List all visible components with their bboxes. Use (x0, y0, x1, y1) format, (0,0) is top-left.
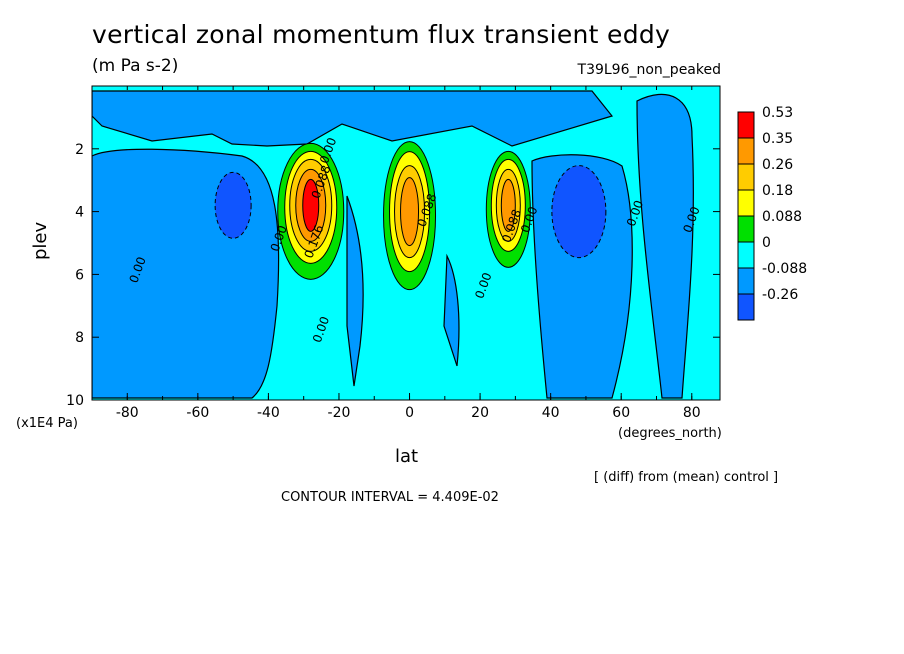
negative-region-eq-left (346, 195, 364, 387)
y-tick-label: 6 (75, 267, 84, 283)
colorbar-label: 0.26 (762, 157, 793, 173)
colorbar-swatch (737, 241, 755, 269)
y-axis-label: plev (30, 221, 51, 260)
x-tick-label: 40 (542, 405, 560, 421)
jet-eq-ring-3 (400, 177, 420, 247)
y-tick-label: 10 (66, 393, 84, 409)
x-axis-label: lat (395, 446, 419, 467)
negative-region-eq-right (443, 253, 460, 367)
run-name: T39L96_non_peaked (577, 62, 721, 78)
y-axis-unit: (x1E4 Pa) (16, 416, 78, 431)
diff-note: [ (diff) from (mean) control ] (594, 470, 779, 485)
colorbar-swatch (737, 163, 755, 191)
chart-units: (m Pa s-2) (92, 56, 179, 76)
chart-title: vertical zonal momentum flux transient e… (92, 20, 671, 49)
negative-minimum-nh (551, 165, 607, 259)
x-tick-label: 20 (471, 405, 489, 421)
x-tick-label: -20 (328, 405, 351, 421)
field-layer (92, 86, 720, 400)
colorbar-swatch (737, 215, 755, 243)
colorbar-swatch (737, 293, 755, 321)
negative-region-nh-polar (636, 93, 694, 399)
colorbar-swatch (737, 111, 755, 139)
y-tick-label: 2 (75, 142, 84, 158)
colorbar-label: -0.088 (762, 261, 807, 277)
x-tick-label: -40 (257, 405, 280, 421)
colorbar-label: -0.26 (762, 287, 798, 303)
jet-sh-ring-4 (302, 178, 320, 232)
colorbar-label: 0.088 (762, 209, 802, 225)
jet-nh-ring-3 (500, 178, 516, 232)
x-tick-label: 80 (683, 405, 701, 421)
colorbar-label: 0 (762, 235, 771, 251)
x-tick-label: 0 (405, 405, 414, 421)
colorbar-swatch (737, 189, 755, 217)
y-tick-label: 8 (75, 330, 84, 346)
colorbar-swatch (737, 267, 755, 295)
colorbar-label: 0.53 (762, 105, 793, 121)
negative-minimum-sh (214, 171, 252, 239)
colorbar-label: 0.18 (762, 183, 793, 199)
plot-frame (91, 85, 721, 401)
x-tick-label: 60 (612, 405, 630, 421)
x-tick-label: -60 (186, 405, 209, 421)
y-tick-label: 4 (75, 205, 84, 221)
colorbar-swatch (737, 137, 755, 165)
x-tick-label: -80 (116, 405, 139, 421)
contour-interval: CONTOUR INTERVAL = 4.409E-02 (281, 490, 499, 505)
x-axis-unit: (degrees_north) (618, 426, 722, 441)
colorbar-label: 0.35 (762, 131, 793, 147)
negative-region-sh-lobe (92, 148, 280, 399)
